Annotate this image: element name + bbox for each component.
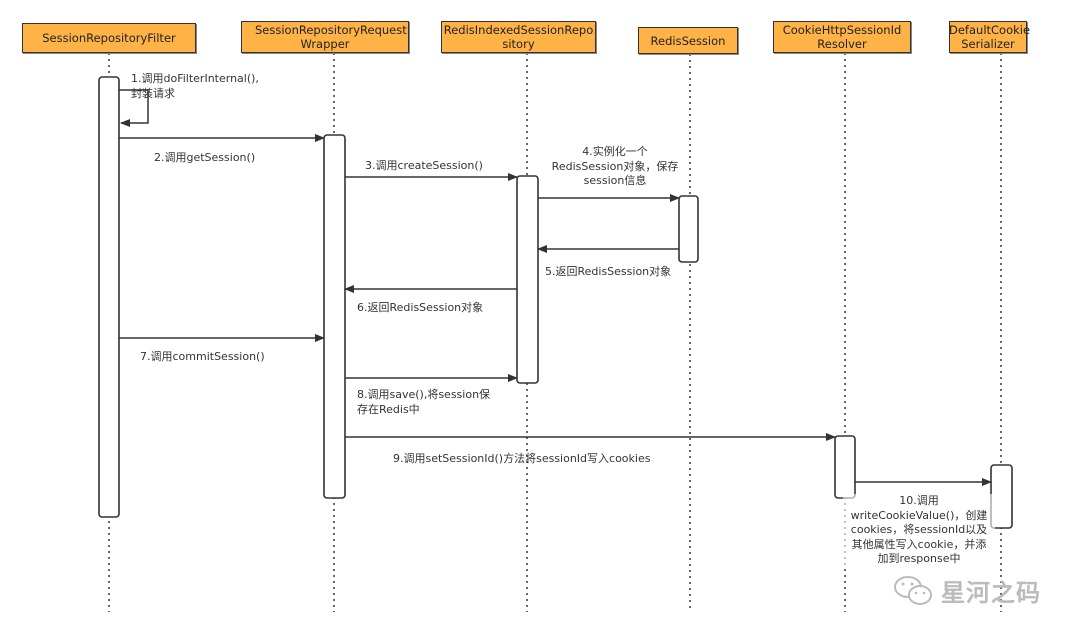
activation-bar	[323, 134, 346, 499]
watermark: 星河之码	[893, 573, 1041, 608]
participant-label: RedisIndexedSessionRepo sitory	[443, 23, 594, 51]
watermark-text: 星河之码	[941, 579, 1041, 607]
message-label-9: 9.调用setSessionId()方法将sessionId写入cookies	[393, 452, 651, 465]
participant-redis-session: RedisSession	[638, 27, 738, 54]
participant-label: RedisSession	[650, 33, 726, 48]
activation-bar	[98, 76, 120, 518]
message-label-10: 10.调用 writeCookieValue()，创建 cookies，将ses…	[843, 494, 995, 567]
participant-cookie-resolver: CookieHttpSessionId Resolver	[773, 21, 911, 53]
message-label-7: 7.调用commitSession()	[140, 350, 265, 363]
participant-request-wrapper: SessionRepositoryRequest Wrapper	[241, 21, 409, 53]
message-label-8: 8.调用save(),将session保 存在Redis中	[357, 388, 491, 416]
message-label-1: 1.调用doFilterInternal(), 封装请求	[131, 72, 259, 100]
activation-bar	[678, 195, 699, 263]
activation-bar	[516, 175, 539, 384]
wechat-icon	[894, 575, 932, 605]
participant-label: CookieHttpSessionId Resolver	[782, 23, 902, 51]
message-label-2: 2.调用getSession()	[154, 151, 256, 164]
message-label-6: 6.返回RedisSession对象	[357, 301, 484, 314]
message-label-4: 4.实例化一个 RedisSession对象，保存 session信息	[551, 145, 679, 187]
message-label-3: 3.调用createSession()	[365, 159, 483, 172]
participant-label: SessionRepositoryRequest Wrapper	[255, 23, 407, 51]
participant-label: DefaultCookie Serializer	[949, 23, 1031, 51]
activation-bar	[834, 435, 856, 499]
participant-label: SessionRepositoryFilter	[42, 31, 176, 45]
message-label-5: 5.返回RedisSession对象	[545, 265, 672, 278]
participant-redis-indexed-repo: RedisIndexedSessionRepo sitory	[441, 21, 596, 53]
message-arrow-1	[119, 89, 149, 127]
participant-cookie-serializer: DefaultCookie Serializer	[949, 21, 1031, 53]
participant-session-repository-filter: SessionRepositoryFilter	[22, 23, 196, 53]
